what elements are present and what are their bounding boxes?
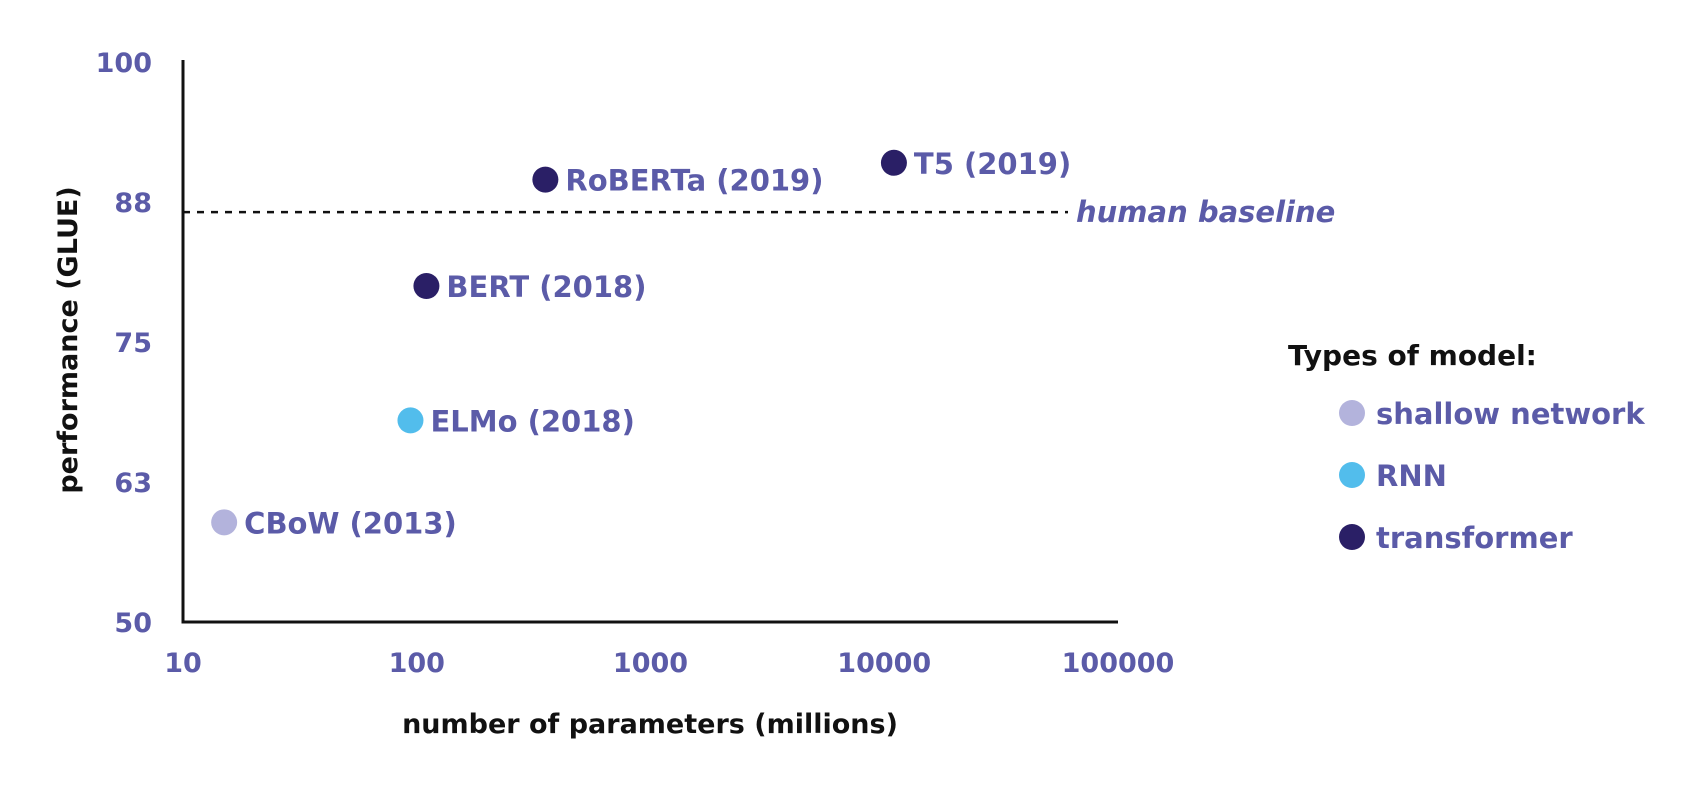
y-tick-label: 88 [114,188,152,219]
data-point [211,509,238,536]
data-point-label: RoBERTa (2019) [565,164,823,198]
legend: Types of model: shallow network RNN transf… [1288,339,1645,555]
y-tick-label: 100 [96,48,152,79]
data-point-label: CBoW (2013) [244,506,457,540]
x-tick-label: 100000 [1062,648,1175,679]
x-tick-label: 10 [164,648,202,679]
data-point-label: ELMo (2018) [430,404,634,438]
y-tick-label: 63 [114,468,152,499]
x-tick-labels: 10 100 1000 10000 100000 [164,648,1174,679]
data-point-label: BERT (2018) [446,270,646,304]
human-baseline-label: human baseline [1076,195,1335,229]
legend-marker [1339,462,1365,488]
legend-title: Types of model: [1288,339,1537,372]
data-point [397,407,424,434]
data-point-label: T5 (2019) [914,147,1071,181]
y-tick-label: 75 [114,328,152,359]
data-point [413,273,440,299]
x-tick-label: 100 [389,648,445,679]
y-tick-label: 50 [114,608,152,639]
x-axis-title: number of parameters (millions) [402,709,898,740]
legend-marker [1339,524,1365,550]
y-axis-title: performance (GLUE) [53,186,84,493]
legend-items: shallow network RNN transformer [1339,397,1645,555]
data-points: CBoW (2013) ELMo (2018) BERT (2018) RoBERTa… [211,147,1071,540]
legend-label: shallow network [1376,397,1645,431]
y-tick-labels: 50 63 75 88 100 [96,48,152,639]
legend-label: RNN [1376,459,1447,493]
x-tick-label: 1000 [613,648,688,679]
data-point [532,166,559,193]
data-point [880,149,907,176]
x-tick-label: 10000 [837,648,931,679]
legend-label: transformer [1376,521,1573,555]
axes [181,60,1118,624]
reference-lines: human baseline [183,195,1335,229]
legend-marker [1339,400,1365,426]
